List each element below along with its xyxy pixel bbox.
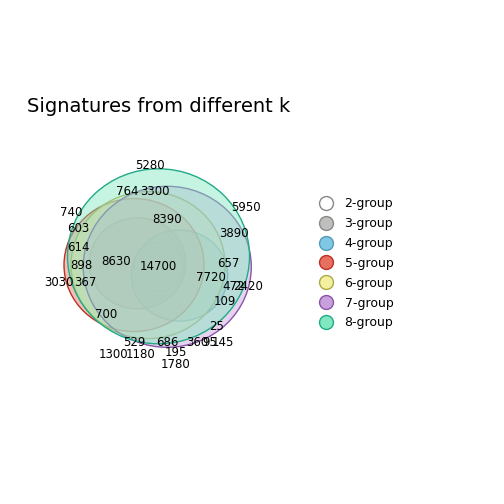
Text: 14700: 14700 [140,260,177,273]
Ellipse shape [71,192,225,339]
Text: 1780: 1780 [161,358,191,371]
Ellipse shape [132,230,228,321]
Text: 367: 367 [74,276,96,289]
Text: 1180: 1180 [126,348,156,361]
Text: 603: 603 [67,222,89,235]
Text: 7720: 7720 [196,271,226,284]
Text: 1300: 1300 [98,348,128,361]
Text: 8630: 8630 [102,255,132,268]
Text: 5950: 5950 [231,201,261,214]
Text: 3300: 3300 [140,185,170,198]
Text: 3890: 3890 [219,227,248,240]
Text: 195: 195 [165,346,187,359]
Text: 360: 360 [186,336,208,349]
Text: 3030: 3030 [44,276,74,289]
Text: 657: 657 [217,257,240,270]
Text: 614: 614 [67,241,89,254]
Text: 145: 145 [212,336,234,349]
Text: 25: 25 [209,320,224,333]
Ellipse shape [68,169,249,344]
Text: 529: 529 [123,336,145,349]
Text: 472: 472 [223,280,245,292]
Text: 5280: 5280 [135,159,165,172]
Legend: 2-group, 3-group, 4-group, 5-group, 6-group, 7-group, 8-group: 2-group, 3-group, 4-group, 5-group, 6-gr… [308,192,398,335]
Text: 740: 740 [60,206,82,219]
Text: 700: 700 [95,307,117,321]
Text: 686: 686 [156,336,178,349]
Text: 95: 95 [202,336,217,349]
Ellipse shape [64,199,204,332]
Ellipse shape [89,218,185,309]
Ellipse shape [83,186,251,347]
Text: 764: 764 [116,185,138,198]
Title: Signatures from different k: Signatures from different k [27,97,290,116]
Text: 2420: 2420 [233,280,263,292]
Text: 109: 109 [214,295,236,308]
Text: 898: 898 [71,259,93,272]
Text: 8390: 8390 [152,213,182,226]
